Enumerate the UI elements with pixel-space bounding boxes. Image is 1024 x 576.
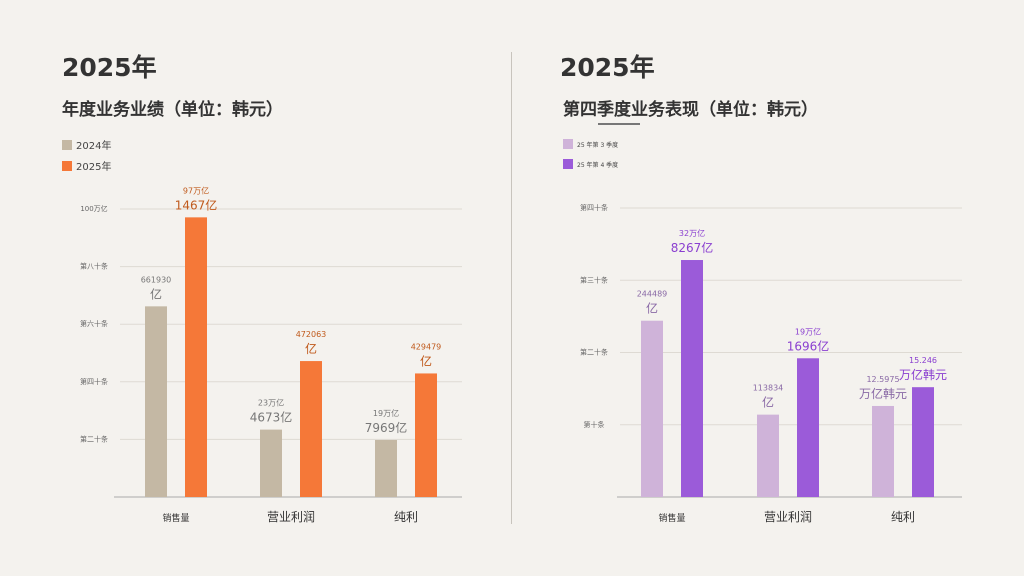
right-bar-s1-0 [681, 260, 703, 497]
left-bar-s1-2 [415, 373, 437, 497]
left-ytick-label-3: 第八十条 [80, 262, 108, 271]
left-category-label-0: 销售量 [162, 512, 189, 524]
right-value-label-top-s1-1: 19万亿 [795, 326, 821, 336]
right-bar-s1-2 [912, 387, 934, 497]
right-category-label-2: 纯利 [891, 510, 915, 524]
left-legend-item-2024: 2024年 [62, 137, 111, 152]
right-value-label-top-s0-0: 244489 [637, 290, 668, 299]
left-chart-subtitle: 年度业务业绩（单位：韩元） [62, 100, 283, 120]
right-ytick-label-3: 第四十条 [580, 203, 608, 212]
right-category-label-0: 销售量 [658, 512, 685, 524]
right-value-label-main-s0-2: 万亿韩元 [859, 386, 907, 401]
left-value-label-top-s0-1: 23万亿 [258, 398, 284, 408]
left-year-title: 2025年 [62, 53, 157, 82]
legend-label-2024: 2024年 [76, 141, 112, 152]
legend-label-q4: 25 年第 4 季度 [577, 161, 619, 169]
right-legend-item-q3: 25 年第 3 季度 [563, 139, 618, 149]
left-bar-s1-0 [185, 217, 207, 498]
right-bar-s0-2 [872, 405, 894, 497]
legend-swatch-2025 [62, 160, 72, 171]
right-value-label-main-s0-0: 亿 [646, 301, 658, 316]
panel-divider [511, 52, 512, 524]
right-value-label-top-s0-1: 113834 [753, 384, 784, 393]
left-value-label-main-s0-2: 7969亿 [365, 420, 408, 435]
subtitle-underline [598, 123, 640, 125]
left-ytick-label-4: 100万亿 [80, 204, 107, 213]
left-bar-s0-0 [145, 306, 167, 497]
left-value-label-top-s0-2: 19万亿 [373, 408, 399, 418]
left-ytick-label-1: 第四十条 [80, 377, 108, 386]
right-bar-s0-1 [757, 414, 779, 497]
left-legend-item-2025: 2025年 [62, 158, 111, 173]
right-value-label-top-s1-0: 32万亿 [679, 228, 705, 238]
right-value-label-main-s1-1: 1696亿 [787, 338, 830, 353]
left-bar-s1-1 [300, 361, 322, 497]
left-ytick-label-2: 第六十条 [80, 319, 108, 328]
right-bar-s1-1 [797, 358, 819, 497]
left-bar-s0-1 [260, 429, 282, 497]
right-chart-subtitle: 第四季度业务表现（单位：韩元） [563, 100, 818, 120]
left-value-label-top-s0-0: 661930 [141, 275, 172, 284]
right-ytick-label-1: 第二十条 [580, 348, 608, 357]
legend-swatch-q4 [563, 159, 573, 169]
right-legend-item-q4: 25 年第 4 季度 [563, 159, 618, 169]
legend-label-q3: 25 年第 3 季度 [577, 141, 619, 149]
right-value-label-main-s1-2: 万亿韩元 [899, 367, 947, 382]
left-value-label-main-s1-1: 亿 [305, 341, 317, 356]
left-value-label-top-s1-0: 97万亿 [183, 185, 209, 195]
left-value-label-main-s0-1: 4673亿 [250, 410, 293, 425]
legend-label-2025: 2025年 [76, 162, 112, 173]
right-value-label-main-s1-0: 8267亿 [671, 240, 714, 255]
right-bar-s0-0 [641, 320, 663, 497]
right-ytick-label-0: 第十条 [584, 420, 605, 429]
legend-swatch-2024 [62, 139, 72, 150]
left-bar-s0-2 [375, 439, 397, 497]
left-ytick-label-0: 第二十条 [80, 434, 108, 443]
right-value-label-top-s0-2: 12.5975 [866, 375, 899, 384]
right-value-label-top-s1-2: 15.246 [909, 356, 937, 365]
right-year-title: 2025年 [560, 53, 655, 82]
right-value-label-main-s0-1: 亿 [762, 395, 774, 410]
right-category-label-1: 营业利润 [764, 510, 812, 524]
right-ytick-label-2: 第三十条 [580, 275, 608, 284]
left-value-label-top-s1-1: 472063 [296, 330, 327, 339]
left-value-label-top-s1-2: 429479 [411, 342, 442, 351]
left-value-label-main-s1-2: 亿 [420, 353, 432, 368]
left-value-label-main-s1-0: 1467亿 [175, 197, 218, 212]
left-value-label-main-s0-0: 亿 [150, 286, 162, 301]
left-category-label-1: 营业利润 [267, 510, 315, 524]
left-category-label-2: 纯利 [394, 510, 418, 524]
legend-swatch-q3 [563, 139, 573, 149]
